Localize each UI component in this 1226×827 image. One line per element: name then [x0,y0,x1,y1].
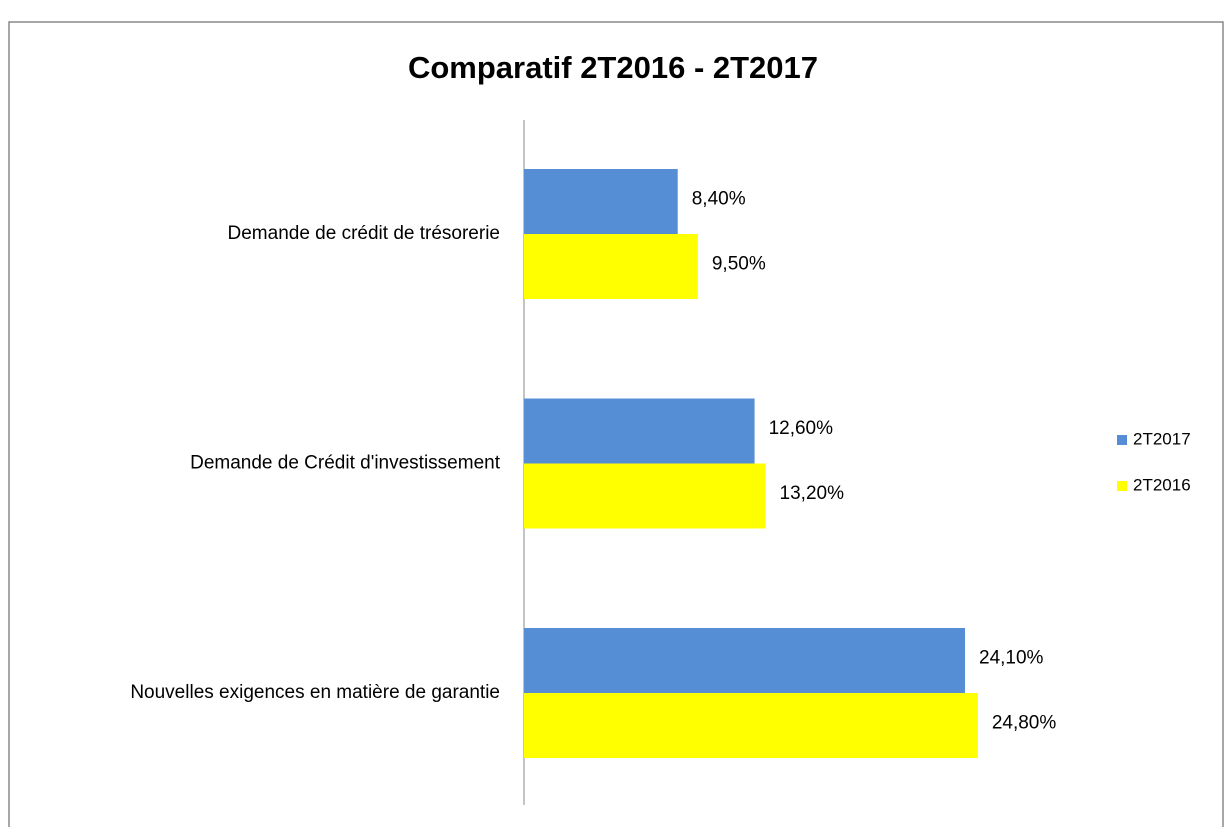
y-tick-label: Demande de crédit de trésorerie [228,223,500,244]
legend-swatch [1117,481,1127,491]
y-tick-label: Demande de Crédit d'investissement [190,453,501,474]
bar [524,169,678,234]
data-label: 24,10% [979,648,1044,669]
bar [524,234,698,299]
bar [524,628,966,693]
legend-label: 2T2017 [1133,429,1191,448]
bar [524,463,766,529]
data-label: 12,60% [769,418,834,439]
y-tick-label: Nouvelles exigences en matière de garant… [130,682,500,703]
data-label: 24,80% [992,713,1057,734]
data-label: 13,20% [780,483,845,504]
bar [524,693,978,758]
chart-title: Comparatif 2T2016 - 2T2017 [408,50,818,85]
legend-label: 2T2016 [1133,475,1191,494]
data-label: 9,50% [712,254,766,275]
bar [524,398,755,464]
legend-swatch [1117,435,1127,445]
data-label: 8,40% [692,189,746,210]
